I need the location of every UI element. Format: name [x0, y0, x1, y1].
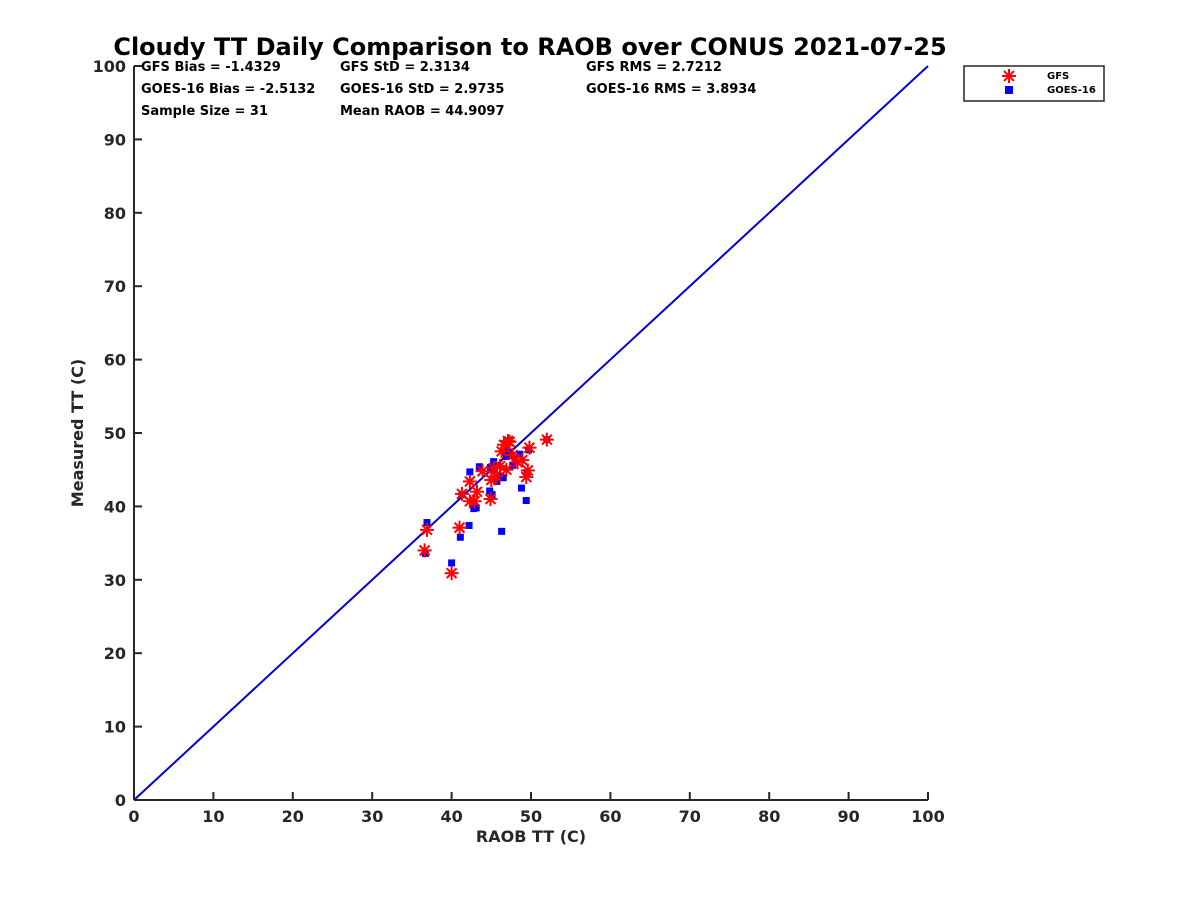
- gfs-point: [499, 462, 514, 477]
- gfs-point-stroke: [516, 454, 528, 466]
- goes16-point: [498, 527, 506, 535]
- gfs-point: [417, 543, 432, 558]
- goes16-point: [502, 452, 510, 460]
- goes16-point: [516, 450, 524, 458]
- goes16-point: [448, 559, 456, 567]
- y-tick-label: 0: [115, 791, 126, 810]
- goes16-point: [465, 521, 473, 529]
- gfs-point-stroke: [456, 488, 468, 500]
- x-tick-label: 80: [758, 807, 780, 826]
- y-tick-label: 100: [93, 57, 126, 76]
- gfs-point-stroke: [503, 436, 516, 448]
- gfs-point: [444, 566, 459, 581]
- x-tick-label: 10: [202, 807, 224, 826]
- goes16-point: [517, 484, 525, 492]
- gfs-point-stroke: [488, 462, 500, 474]
- x-tick-label: 60: [599, 807, 621, 826]
- legend-gfs-asterisk: [1002, 69, 1016, 83]
- stat-mean-raob: Mean RAOB = 44.9097: [340, 104, 505, 119]
- legend-box: [963, 65, 1105, 102]
- goes16-point: [522, 497, 530, 505]
- gfs-point: [520, 463, 535, 478]
- y-axis-label: Measured TT (C): [68, 359, 87, 507]
- stat-goes-rms: GOES-16 RMS = 3.8934: [586, 82, 756, 97]
- gfs-point-stroke: [523, 442, 536, 454]
- gfs-point-stroke: [494, 460, 506, 472]
- y-tick-label: 80: [104, 204, 126, 223]
- gfs-point-stroke: [476, 465, 489, 477]
- x-tick-label: 70: [679, 807, 701, 826]
- x-tick-label: 0: [128, 807, 139, 826]
- x-tick-label: 30: [361, 807, 383, 826]
- gfs-point: [539, 432, 554, 447]
- reference-line-group: [133, 65, 929, 801]
- y-tick-label: 30: [104, 571, 126, 590]
- stat-gfs-bias: GFS Bias = -1.4329: [141, 60, 281, 75]
- y-tick-label: 10: [104, 718, 126, 737]
- one-to-one-line: [133, 65, 929, 801]
- gfs-point: [522, 440, 537, 455]
- gfs-point-stroke: [471, 486, 483, 498]
- stat-sample-size: Sample Size = 31: [141, 104, 268, 119]
- gfs-point: [502, 434, 517, 449]
- stat-goes-std: GOES-16 StD = 2.9735: [340, 82, 504, 97]
- gfs-point-stroke: [453, 522, 466, 534]
- legend-gfs-asterisk-stroke: [1003, 70, 1015, 82]
- legend-goes16-label: GOES-16: [1047, 85, 1096, 96]
- gfs-point: [515, 453, 530, 468]
- gfs-point-stroke: [522, 464, 534, 477]
- gfs-point: [462, 474, 477, 489]
- legend-gfs-marker: [1002, 69, 1016, 83]
- gfs-point-stroke: [500, 464, 513, 476]
- gfs-point: [470, 484, 485, 499]
- gfs-point: [475, 464, 490, 479]
- legend: GFS GOES-16: [963, 65, 1105, 102]
- y-tick-label: 50: [104, 424, 126, 443]
- stats-block: GFS Bias = -1.4329 GFS StD = 2.3134 GFS …: [141, 60, 756, 119]
- chart-title: Cloudy TT Daily Comparison to RAOB over …: [113, 33, 946, 61]
- gfs-point-stroke: [541, 433, 553, 446]
- x-tick-label: 40: [440, 807, 462, 826]
- goes16-point: [509, 461, 517, 469]
- series-goes16: [421, 436, 551, 567]
- x-tick-label: 90: [837, 807, 859, 826]
- gfs-point: [505, 448, 520, 463]
- gfs-point-stroke: [507, 449, 519, 461]
- series-gfs: [417, 432, 554, 581]
- stat-goes-bias: GOES-16 Bias = -2.5132: [141, 82, 315, 97]
- x-axis-label: RAOB TT (C): [476, 827, 586, 846]
- goes16-point: [466, 468, 474, 476]
- gfs-point-stroke: [418, 544, 431, 557]
- stat-gfs-std: GFS StD = 2.3134: [340, 60, 470, 75]
- gfs-point: [419, 522, 434, 537]
- x-ticks: 0 10 20 30 40 50 60 70 80 90 100: [128, 792, 945, 826]
- gfs-point: [467, 494, 482, 509]
- gfs-point-stroke: [520, 471, 532, 483]
- x-tick-label: 20: [282, 807, 304, 826]
- x-tick-label: 100: [911, 807, 944, 826]
- stat-gfs-rms: GFS RMS = 2.7212: [586, 60, 722, 75]
- y-tick-label: 60: [104, 351, 126, 370]
- goes16-point: [499, 474, 507, 482]
- gfs-point-stroke: [484, 493, 497, 505]
- x-tick-label: 50: [520, 807, 542, 826]
- goes16-point: [488, 491, 496, 499]
- gfs-point-stroke: [421, 524, 433, 536]
- legend-goes16-marker: [1005, 86, 1013, 94]
- y-ticks: 0 10 20 30 40 50 60 70 80 90 100: [93, 57, 142, 810]
- gfs-point-stroke: [464, 475, 476, 488]
- goes16-point: [486, 487, 494, 495]
- gfs-point: [452, 520, 467, 535]
- y-tick-label: 90: [104, 130, 126, 149]
- y-tick-label: 40: [104, 497, 126, 516]
- gfs-point: [483, 492, 498, 507]
- y-tick-label: 20: [104, 644, 126, 663]
- goes16-point: [423, 519, 431, 527]
- legend-gfs-label: GFS: [1047, 71, 1069, 82]
- goes16-point: [456, 533, 464, 541]
- y-tick-label: 70: [104, 277, 126, 296]
- gfs-point-stroke: [445, 567, 458, 579]
- goes16-point: [472, 504, 480, 512]
